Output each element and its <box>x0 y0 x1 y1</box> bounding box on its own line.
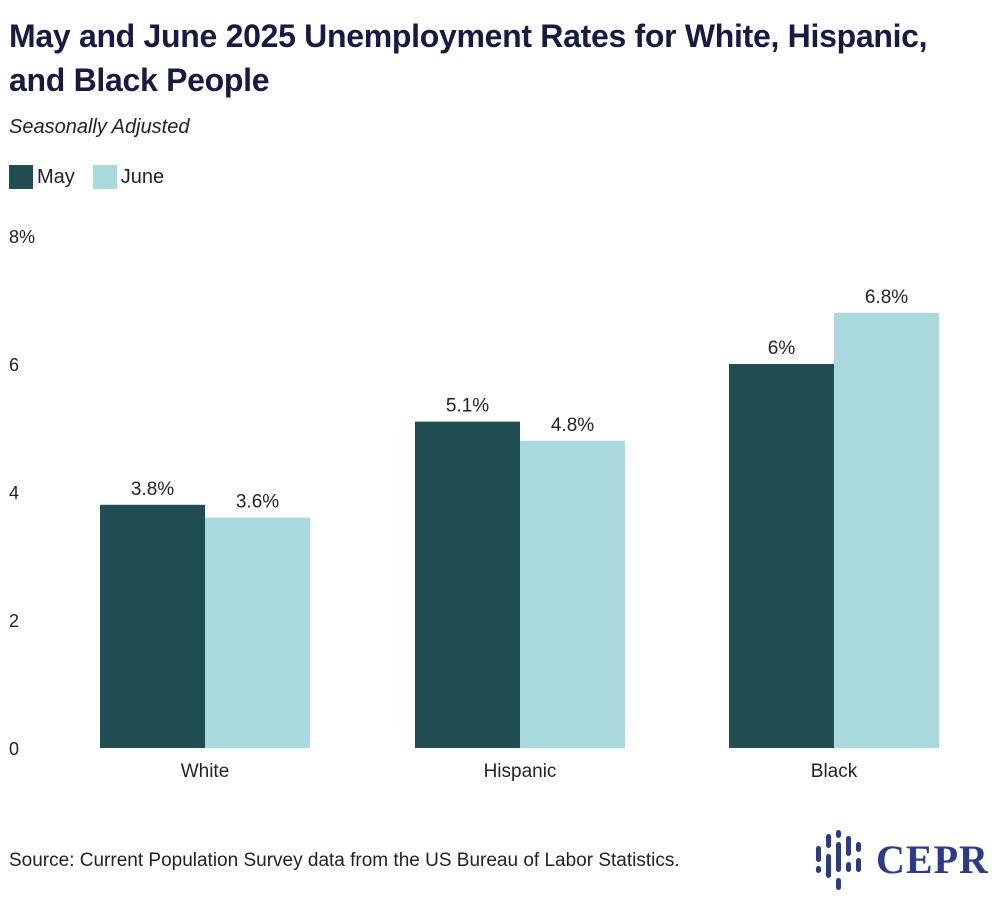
data-label: 6% <box>768 338 796 359</box>
y-tick-label: 0 <box>9 739 19 759</box>
data-label: 6.8% <box>865 287 908 308</box>
data-label: 3.6% <box>236 492 279 513</box>
legend: May June <box>9 165 182 189</box>
chart-subtitle: Seasonally Adjusted <box>9 116 190 138</box>
bar-black-june <box>834 312 939 748</box>
y-tick-label: 4 <box>9 483 19 503</box>
bar-white-may <box>100 504 205 748</box>
legend-item-may: May <box>9 165 75 189</box>
data-label: 4.8% <box>551 415 594 436</box>
legend-label-june: June <box>120 165 165 188</box>
x-tick-label: Hispanic <box>484 761 557 782</box>
legend-swatch-may <box>9 165 33 189</box>
y-tick-label: 8% <box>9 227 35 247</box>
legend-swatch-june <box>92 165 117 189</box>
bar-white-june <box>205 517 310 748</box>
legend-item-june: June <box>92 165 165 189</box>
source-note: Source: Current Population Survey data f… <box>9 850 680 871</box>
cepr-logo-icon <box>816 830 861 890</box>
chart-title: May and June 2025 Unemployment Rates for… <box>9 18 928 98</box>
legend-label-may: May <box>37 165 75 188</box>
bar-hispanic-may <box>415 421 520 748</box>
bar-black-may <box>729 364 834 748</box>
logo-text: CEPR <box>876 837 989 882</box>
data-label: 5.1% <box>446 396 489 417</box>
y-tick-label: 6 <box>9 355 19 375</box>
y-tick-label: 2 <box>9 611 19 631</box>
x-tick-label: Black <box>811 761 858 782</box>
x-tick-label: White <box>181 761 230 782</box>
cepr-logo: CEPR <box>810 828 988 894</box>
bar-chart: 0 2 4 6 8% 3.8% 3.6% White 5.1% 4.8% Hispanic 6% 6.8… <box>9 227 939 782</box>
data-label: 3.8% <box>131 479 174 500</box>
bar-hispanic-june <box>520 440 625 748</box>
